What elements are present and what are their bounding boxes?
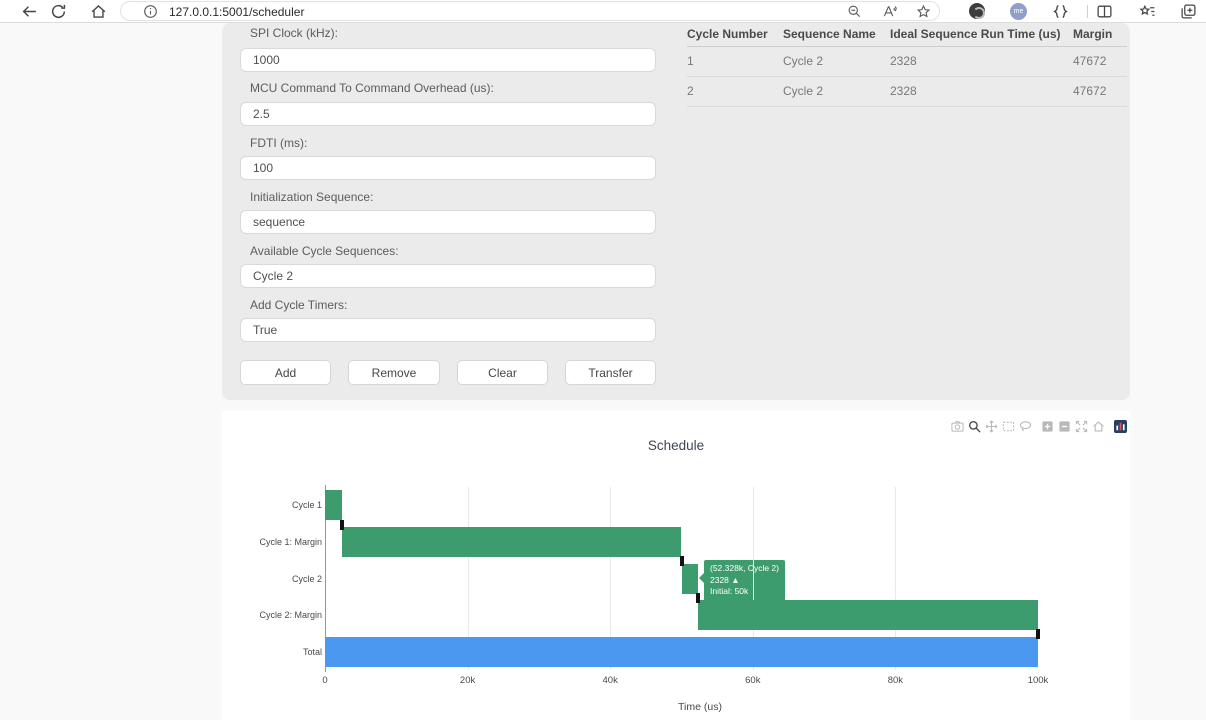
autoscale-icon[interactable] xyxy=(1075,420,1088,433)
clear-button[interactable]: Clear xyxy=(457,360,548,385)
zoom-out-icon[interactable] xyxy=(847,4,862,19)
toolbar-divider xyxy=(1087,5,1088,18)
table-row[interactable]: 2 Cycle 2 2328 47672 xyxy=(687,76,1127,107)
fdti-label: FDTI (ms): xyxy=(250,136,308,150)
init-sequence-input[interactable] xyxy=(240,210,656,234)
init-sequence-label: Initialization Sequence: xyxy=(250,190,374,204)
read-aloud-icon[interactable] xyxy=(882,4,897,19)
gridline xyxy=(610,487,612,670)
timer-marker xyxy=(696,592,701,603)
address-bar[interactable]: 127.0.0.1:5001/scheduler xyxy=(120,1,940,21)
bar-cycle-1-margin[interactable] xyxy=(341,526,682,557)
table-header-cell: Cycle Number xyxy=(687,23,783,47)
tooltip-line-2: 2328 ▲ xyxy=(710,574,740,585)
table-cell: Cycle 2 xyxy=(783,76,890,107)
tooltip-line-3: Initial: 50k xyxy=(710,586,749,596)
x-tick-label: 60k xyxy=(745,675,761,686)
scheduler-settings-panel: SPI Clock (kHz): MCU Command To Command … xyxy=(222,23,1130,400)
bar-cycle-1[interactable] xyxy=(325,490,342,521)
reset-axes-icon[interactable] xyxy=(1092,420,1105,433)
plotly-modebar xyxy=(947,420,1127,433)
favorites-bar-icon[interactable] xyxy=(1139,3,1156,20)
cycle-timers-label: Add Cycle Timers: xyxy=(250,298,348,312)
table-cell: 47672 xyxy=(1073,76,1127,107)
timer-marker xyxy=(1036,629,1040,640)
x-tick-label: 20k xyxy=(459,675,476,686)
cycles-table: Cycle Number Sequence Name Ideal Sequence … xyxy=(687,23,1127,107)
cycles-table-head: Cycle Number Sequence Name Ideal Sequence … xyxy=(687,23,1127,47)
x-axis-title: Time (us) xyxy=(678,701,722,713)
x-tick-label: 40k xyxy=(602,675,618,686)
y-tick-label: Cycle 2: Margin xyxy=(259,610,322,621)
table-row[interactable]: 1 Cycle 2 2328 47672 xyxy=(687,46,1127,77)
tooltip-line-1: (52.328k, Cycle 2) xyxy=(710,563,779,573)
y-tick-label: Cycle 2 xyxy=(291,573,322,584)
page-info-icon[interactable] xyxy=(143,4,158,19)
schedule-chart-card: Schedule Time (us) (52.328k, Cycle 2) 23… xyxy=(222,411,1130,720)
table-cell: 2 xyxy=(687,76,783,107)
y-axis-line xyxy=(325,485,326,672)
favorite-star-icon[interactable] xyxy=(916,4,931,19)
bar-cycle-2-margin[interactable] xyxy=(698,600,1038,631)
lasso-icon[interactable] xyxy=(1019,420,1032,433)
profile-avatar[interactable]: me xyxy=(1010,3,1027,20)
y-tick-label: Cycle 1 xyxy=(291,500,322,511)
bar-cycle-2[interactable] xyxy=(681,563,699,594)
gridline xyxy=(467,487,469,670)
bar-total[interactable] xyxy=(325,636,1038,667)
gridline xyxy=(895,487,897,670)
y-tick-label: Total xyxy=(302,646,322,657)
camera-icon[interactable] xyxy=(951,420,964,433)
schedule-plot-area[interactable]: Time (us) (52.328k, Cycle 2) 2328 ▲ Init… xyxy=(259,485,1048,713)
y-tick-label: Cycle 1: Margin xyxy=(259,536,322,547)
hover-tooltip: (52.328k, Cycle 2) 2328 ▲ Initial: 50k xyxy=(699,560,785,602)
mcu-overhead-input[interactable] xyxy=(240,102,656,126)
braces-icon[interactable] xyxy=(1052,3,1069,20)
home-icon[interactable] xyxy=(90,3,107,20)
zoom-icon[interactable] xyxy=(968,420,981,433)
table-header-cell: Ideal Sequence Run Time (us) xyxy=(890,23,1073,47)
url-text[interactable]: 127.0.0.1:5001/scheduler xyxy=(169,5,305,19)
table-cell: 1 xyxy=(687,46,783,77)
tab-groups-icon[interactable] xyxy=(1180,3,1197,20)
extension-icon[interactable] xyxy=(969,3,985,19)
box-select-icon[interactable] xyxy=(1002,420,1015,433)
add-button[interactable]: Add xyxy=(240,360,331,385)
mcu-overhead-label: MCU Command To Command Overhead (us): xyxy=(250,81,494,95)
x-tick-label: 80k xyxy=(887,675,904,686)
timer-marker xyxy=(339,519,344,530)
timer-marker xyxy=(679,556,684,567)
back-icon[interactable] xyxy=(21,3,38,20)
split-screen-icon[interactable] xyxy=(1096,3,1113,20)
x-tick-label: 0 xyxy=(322,675,328,686)
table-cell: 47672 xyxy=(1073,46,1127,77)
x-tick-label: 100k xyxy=(1027,675,1049,686)
cycle-sequences-label: Available Cycle Sequences: xyxy=(250,244,399,258)
browser-toolbar: 127.0.0.1:5001/scheduler me xyxy=(0,0,1206,23)
table-header-cell: Margin xyxy=(1073,23,1127,47)
gridline xyxy=(752,487,754,670)
table-cell: 2328 xyxy=(890,46,1073,77)
table-cell: 2328 xyxy=(890,76,1073,107)
refresh-icon[interactable] xyxy=(50,3,67,20)
zoom-out-icon[interactable] xyxy=(1058,420,1071,433)
fdti-input[interactable] xyxy=(240,156,656,180)
cycle-timers-input[interactable] xyxy=(240,318,656,342)
remove-button[interactable]: Remove xyxy=(348,360,440,385)
spi-clock-input[interactable] xyxy=(240,48,656,72)
transfer-button[interactable]: Transfer xyxy=(565,360,656,385)
chart-title: Schedule xyxy=(647,438,705,453)
table-cell: Cycle 2 xyxy=(783,46,890,77)
spi-clock-label: SPI Clock (kHz): xyxy=(250,26,339,40)
cycle-sequences-input[interactable] xyxy=(240,264,656,288)
plotly-logo-icon[interactable] xyxy=(1114,420,1127,433)
pan-icon[interactable] xyxy=(985,420,998,433)
zoom-in-icon[interactable] xyxy=(1041,420,1054,433)
table-header-cell: Sequence Name xyxy=(783,23,890,47)
